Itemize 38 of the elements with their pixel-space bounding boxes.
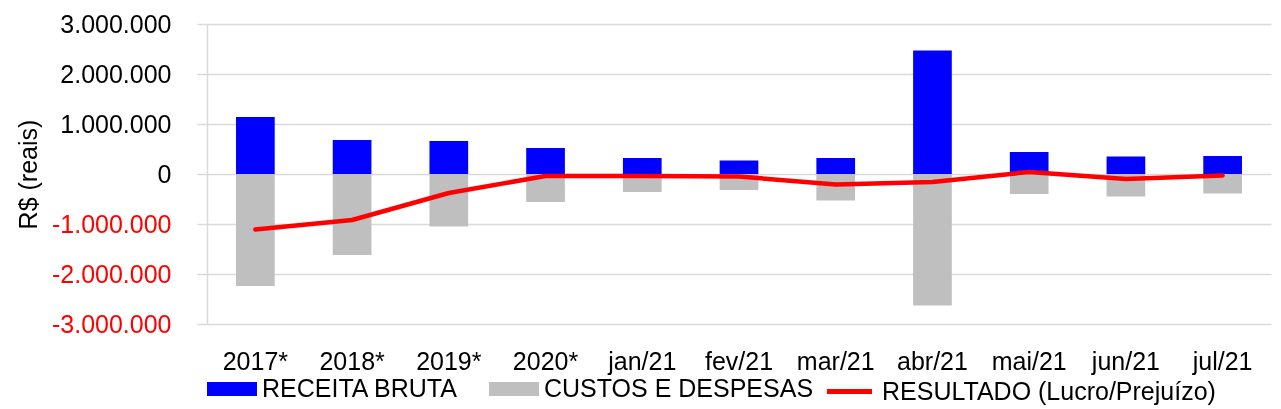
x-tick-label: fev/21 [704, 346, 774, 375]
x-tick-label: abr/21 [897, 346, 968, 375]
bar [332, 140, 372, 174]
bar [622, 158, 662, 174]
bar [719, 160, 759, 174]
bar [236, 117, 275, 174]
x-tick-label: 2020* [512, 346, 579, 375]
bar [332, 174, 372, 255]
bar [913, 174, 952, 306]
y-tick-label: 1.000.000 [60, 109, 172, 138]
legend-label: RECEITA BRUTA [262, 374, 458, 402]
y-tick-label: -2.000.000 [51, 259, 172, 288]
legend-label: CUSTOS E DESPESAS [544, 374, 814, 402]
bar [1106, 156, 1146, 174]
y-tick-label: 2.000.000 [60, 59, 172, 88]
x-tick-label: mai/21 [991, 346, 1067, 375]
bar [429, 174, 469, 227]
y-tick-label: 0 [157, 159, 172, 188]
bar [236, 174, 275, 286]
x-tick-label: jul/21 [1191, 346, 1253, 375]
legend-label: RESULTADO (Lucro/Prejuízo) [882, 376, 1216, 405]
y-axis-title: R$ (reais) [13, 119, 42, 230]
y-tick-label: -3.000.000 [51, 309, 172, 338]
x-tick-label: jun/21 [1090, 346, 1160, 375]
bar [526, 148, 565, 174]
y-tick-label: 3.000.000 [60, 9, 172, 38]
bar [1009, 174, 1049, 194]
x-tick-label: 2017* [222, 346, 289, 375]
x-tick-label: mar/21 [796, 346, 875, 375]
bar [816, 158, 856, 174]
x-tick-label: jan/21 [607, 346, 677, 375]
bar [913, 50, 952, 174]
x-tick-label: 2019* [416, 346, 482, 375]
x-tick-label: 2018* [319, 346, 386, 375]
line-series [253, 169, 1225, 232]
bar [1203, 156, 1242, 174]
bar [429, 141, 469, 174]
y-tick-label: -1.000.000 [51, 209, 172, 238]
